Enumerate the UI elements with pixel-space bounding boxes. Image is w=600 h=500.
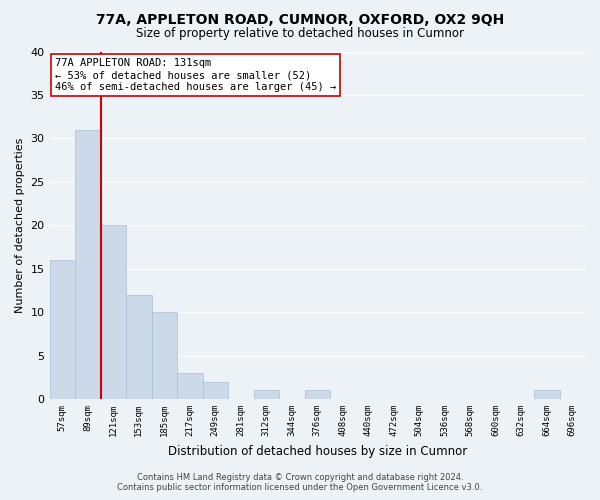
Bar — [305, 390, 330, 399]
Bar — [534, 390, 560, 399]
Text: Size of property relative to detached houses in Cumnor: Size of property relative to detached ho… — [136, 28, 464, 40]
Y-axis label: Number of detached properties: Number of detached properties — [15, 138, 25, 313]
Bar — [177, 373, 203, 399]
Bar — [101, 226, 126, 399]
Bar — [254, 390, 279, 399]
Bar — [152, 312, 177, 399]
Bar — [203, 382, 228, 399]
Text: Contains HM Land Registry data © Crown copyright and database right 2024.
Contai: Contains HM Land Registry data © Crown c… — [118, 473, 482, 492]
Bar — [75, 130, 101, 399]
Text: 77A APPLETON ROAD: 131sqm
← 53% of detached houses are smaller (52)
46% of semi-: 77A APPLETON ROAD: 131sqm ← 53% of detac… — [55, 58, 336, 92]
Bar — [126, 295, 152, 399]
Bar — [50, 260, 75, 399]
X-axis label: Distribution of detached houses by size in Cumnor: Distribution of detached houses by size … — [167, 444, 467, 458]
Text: 77A, APPLETON ROAD, CUMNOR, OXFORD, OX2 9QH: 77A, APPLETON ROAD, CUMNOR, OXFORD, OX2 … — [96, 12, 504, 26]
